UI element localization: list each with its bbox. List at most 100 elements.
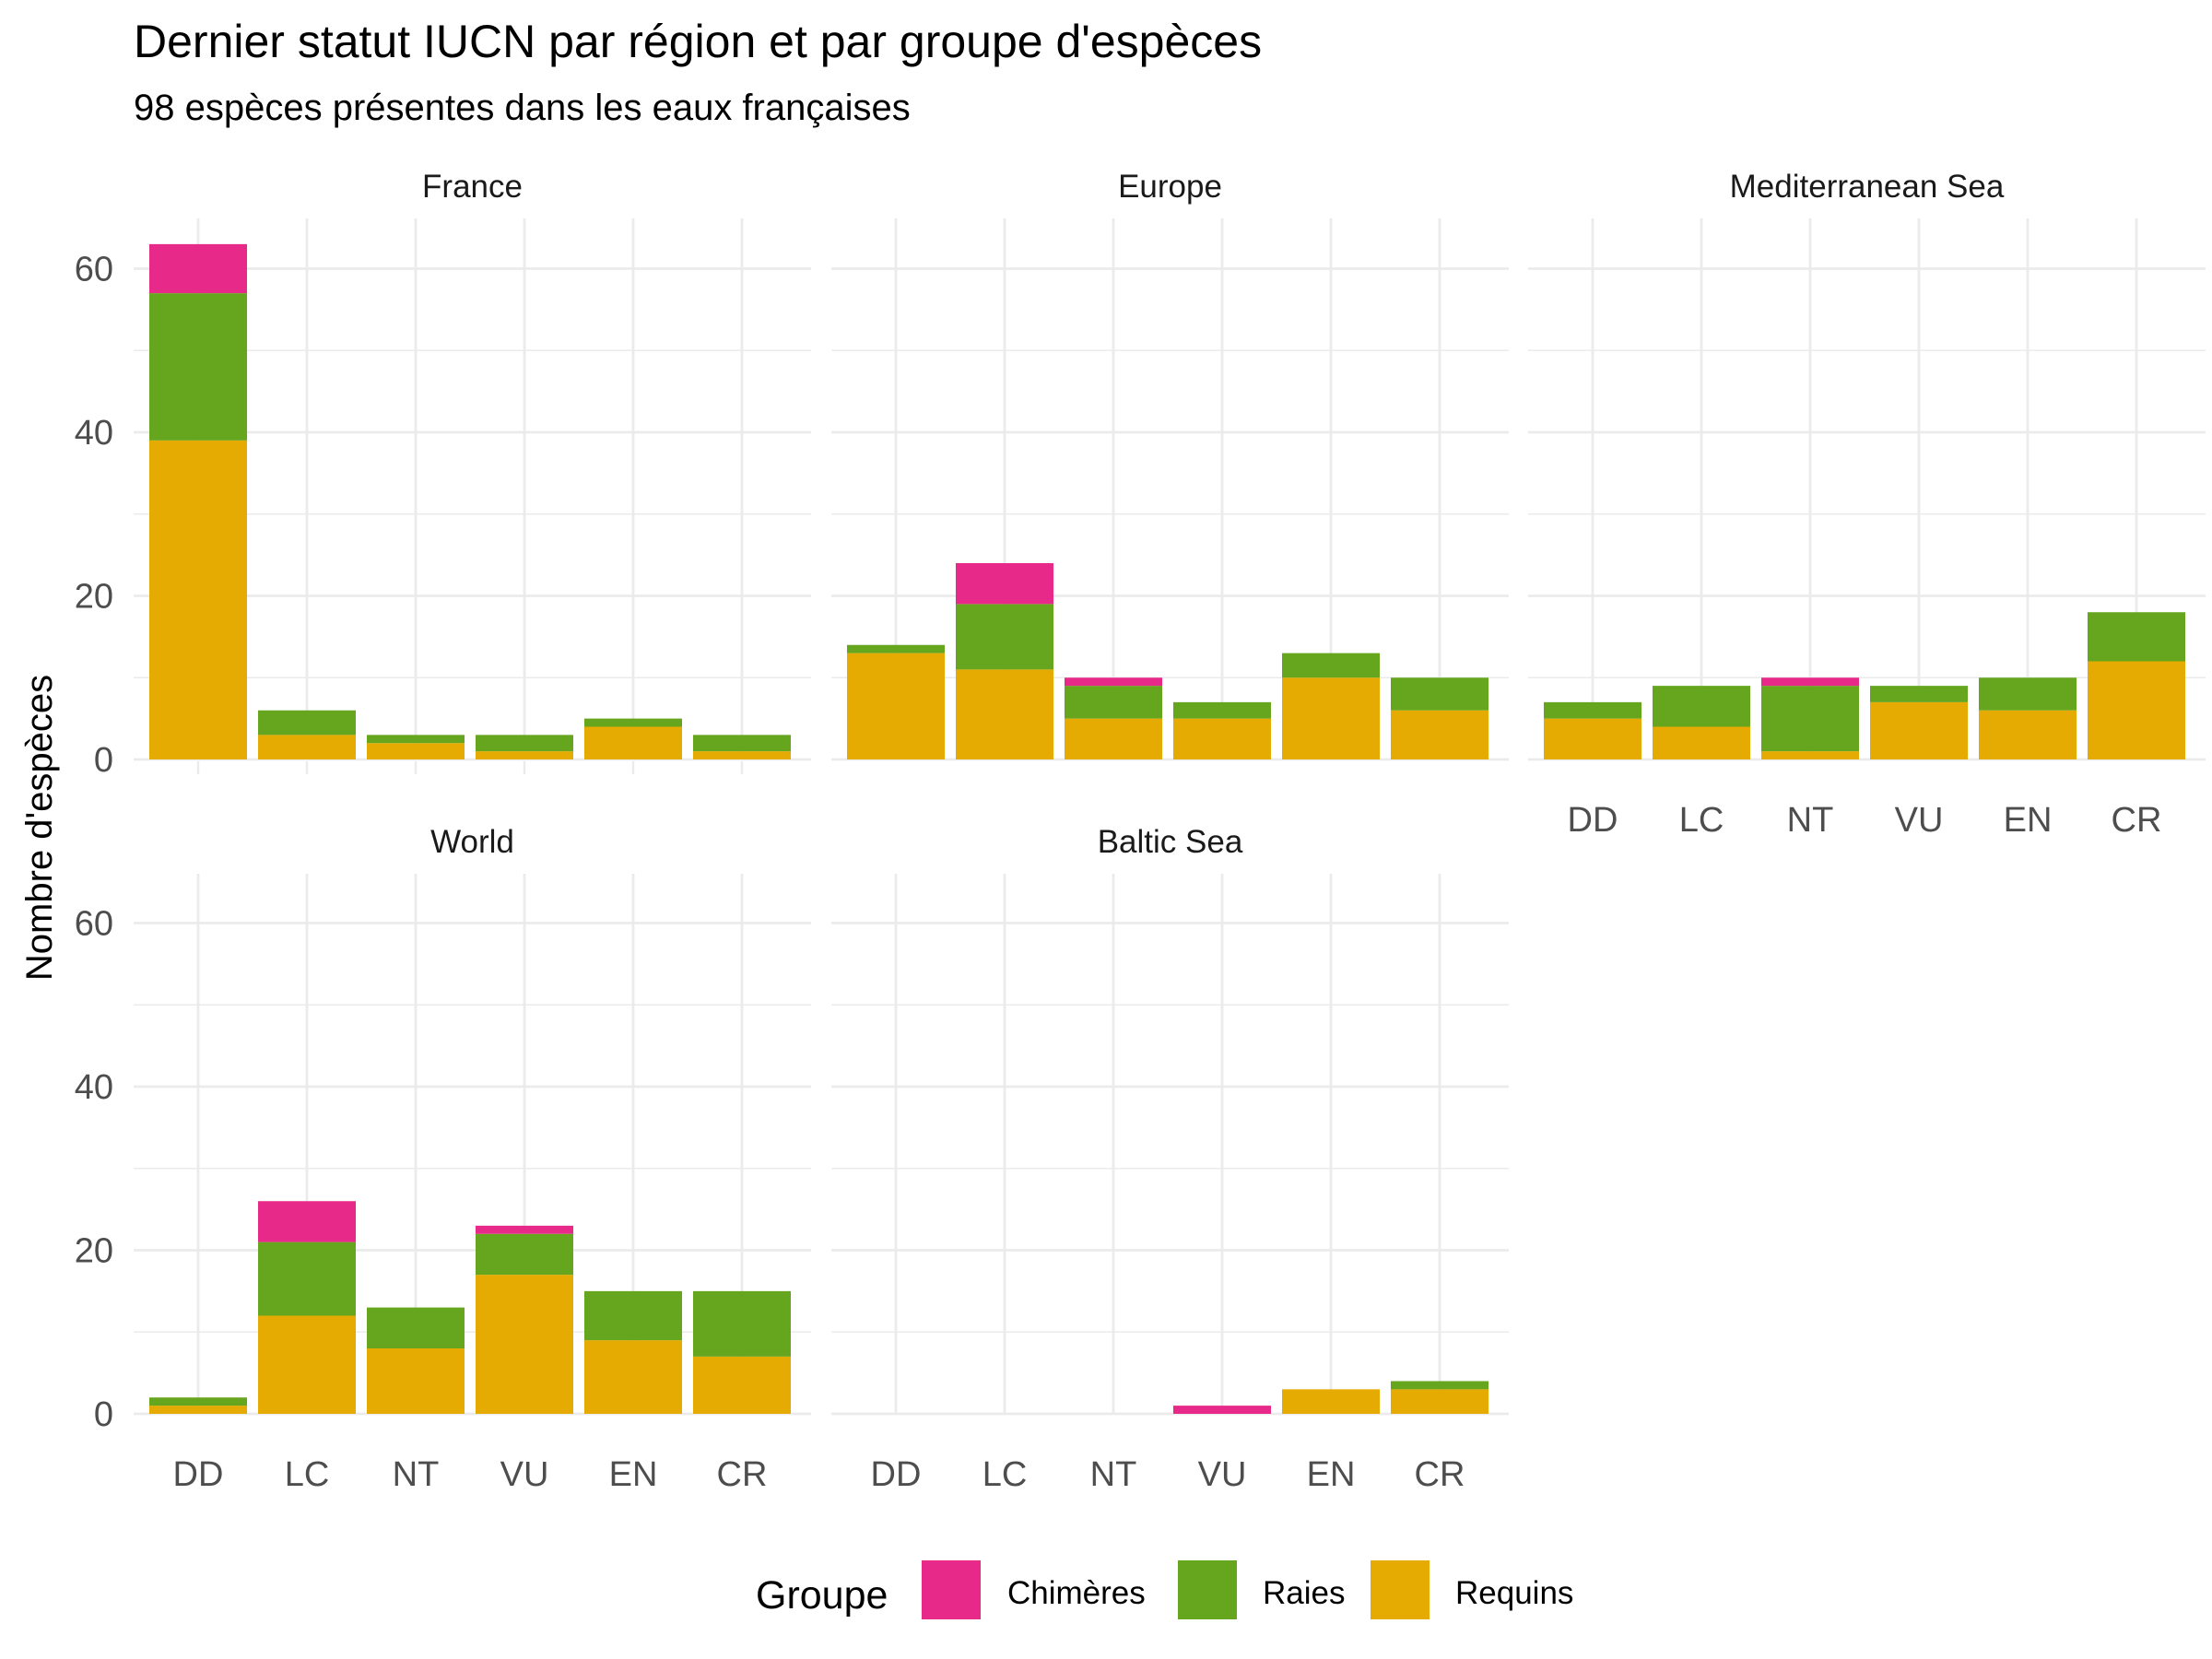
x-tick-label: EN xyxy=(1307,1455,1356,1494)
y-axis-label: Nombre d'espèces xyxy=(19,675,60,981)
bar-requins-cr xyxy=(693,751,791,759)
bar-chimeres-dd xyxy=(149,243,247,294)
bar-raies-dd xyxy=(149,293,247,441)
bar-requins-nt xyxy=(1761,751,1859,759)
bar-raies-lc xyxy=(258,710,356,735)
bar-raies-cr xyxy=(2088,612,2185,662)
x-tick-label: DD xyxy=(871,1455,922,1494)
legend-swatch-raies xyxy=(1178,1560,1237,1619)
x-tick-label: NT xyxy=(393,1455,440,1494)
x-tick-label: EN xyxy=(2004,801,2053,840)
x-tick-label: NT xyxy=(1090,1455,1137,1494)
bar-raies-cr xyxy=(1391,1381,1488,1390)
bar-raies-en xyxy=(1282,653,1380,678)
bar-requins-en xyxy=(584,1340,682,1414)
x-tick-label: EN xyxy=(609,1455,658,1494)
chart-subtitle: 98 espèces présentes dans les eaux franç… xyxy=(134,88,911,128)
bar-requins-cr xyxy=(1391,710,1488,759)
bar-raies-nt xyxy=(367,735,465,744)
bar-requins-nt xyxy=(1065,718,1162,759)
bar-raies-dd xyxy=(847,644,945,653)
panel-mediterranean-sea: Mediterranean Sea DD LC NT VU EN CR xyxy=(1528,169,2206,840)
bar-chimeres-nt xyxy=(1065,677,1162,687)
bar-requins-cr xyxy=(1391,1389,1488,1414)
bar-requins-lc xyxy=(956,669,1053,759)
x-tick-label: CR xyxy=(1415,1455,1465,1494)
facet-strip-label: France xyxy=(422,169,523,205)
bar-chimeres-lc xyxy=(258,1201,356,1242)
panel-france: France 0 20 40 60 xyxy=(75,169,811,780)
x-tick-label: CR xyxy=(2112,801,2162,840)
facet-strip-label: Europe xyxy=(1118,169,1222,205)
legend-label: Requins xyxy=(1455,1575,1573,1611)
x-tick-label: LC xyxy=(1679,801,1724,840)
panel-europe: Europe xyxy=(831,169,1509,761)
bar-raies-dd xyxy=(149,1397,247,1406)
x-tick-label: LC xyxy=(285,1455,330,1494)
legend-swatch-chimeres xyxy=(922,1560,981,1619)
bar-requins-nt xyxy=(367,743,465,759)
bar-chimeres-vu xyxy=(476,1225,573,1234)
bar-raies-en xyxy=(584,718,682,727)
bar-raies-cr xyxy=(693,735,791,752)
y-tick-label: 60 xyxy=(75,905,113,944)
bar-requins-dd xyxy=(847,653,945,759)
bar-raies-lc xyxy=(258,1241,356,1316)
x-tick-label: VU xyxy=(1198,1455,1247,1494)
bar-raies-dd xyxy=(1544,701,1641,719)
bar-requins-dd xyxy=(149,1406,247,1414)
legend-label: Chimères xyxy=(1007,1575,1146,1611)
bar-raies-vu xyxy=(1173,701,1271,719)
y-tick-label: 60 xyxy=(75,251,113,289)
bar-raies-lc xyxy=(956,604,1053,670)
x-tick-label: NT xyxy=(1787,801,1834,840)
bar-raies-cr xyxy=(693,1290,791,1357)
facet-panels: France 0 20 40 60 Europe Mediterranean Sea DD LC… xyxy=(75,169,2206,1494)
y-tick-label: 0 xyxy=(94,741,113,780)
bar-requins-dd xyxy=(1544,718,1641,759)
bar-raies-cr xyxy=(1391,677,1488,711)
legend-label: Raies xyxy=(1263,1575,1345,1611)
bar-requins-vu xyxy=(1870,701,1968,759)
legend-title: Groupe xyxy=(756,1573,888,1618)
bar-chimeres-nt xyxy=(1761,677,1859,687)
panel-baltic-sea: Baltic Sea DD LC NT VU EN CR xyxy=(831,824,1509,1494)
bar-raies-vu xyxy=(476,1233,573,1276)
bar-raies-en xyxy=(1979,677,2077,711)
facet-strip-label: World xyxy=(430,824,514,860)
legend: Groupe Chimères Raies Requins xyxy=(756,1560,1573,1619)
bar-raies-nt xyxy=(1065,686,1162,719)
bar-requins-cr xyxy=(693,1356,791,1414)
x-tick-label: VU xyxy=(1895,801,1944,840)
facet-strip-label: Mediterranean Sea xyxy=(1730,169,2005,205)
bar-chimeres-vu xyxy=(1173,1406,1271,1414)
x-tick-label: CR xyxy=(717,1455,768,1494)
bar-requins-en xyxy=(1979,710,2077,759)
y-tick-label: 0 xyxy=(94,1395,113,1434)
bar-raies-vu xyxy=(1870,686,1968,702)
y-tick-label: 20 xyxy=(75,1232,113,1271)
bar-requins-en xyxy=(1282,1389,1380,1414)
bar-requins-lc xyxy=(258,735,356,759)
bar-requins-cr xyxy=(2088,661,2185,759)
y-tick-label: 40 xyxy=(75,414,113,453)
bar-raies-lc xyxy=(1653,686,1750,727)
x-tick-label: DD xyxy=(173,1455,224,1494)
x-tick-label: VU xyxy=(500,1455,549,1494)
bar-raies-vu xyxy=(476,735,573,752)
bar-chimeres-lc xyxy=(956,563,1053,605)
bar-requins-vu xyxy=(1173,718,1271,759)
bar-requins-vu xyxy=(476,1275,573,1414)
bar-requins-vu xyxy=(476,751,573,759)
facet-strip-label: Baltic Sea xyxy=(1098,824,1243,860)
bar-raies-en xyxy=(584,1290,682,1341)
bar-requins-dd xyxy=(149,440,247,759)
bar-requins-lc xyxy=(258,1315,356,1414)
y-tick-label: 20 xyxy=(75,578,113,617)
bar-requins-en xyxy=(1282,677,1380,759)
y-tick-label: 40 xyxy=(75,1068,113,1107)
bar-raies-nt xyxy=(367,1307,465,1348)
bar-requins-nt xyxy=(367,1348,465,1414)
chart-title: Dernier statut IUCN par région et par gr… xyxy=(134,16,1262,67)
